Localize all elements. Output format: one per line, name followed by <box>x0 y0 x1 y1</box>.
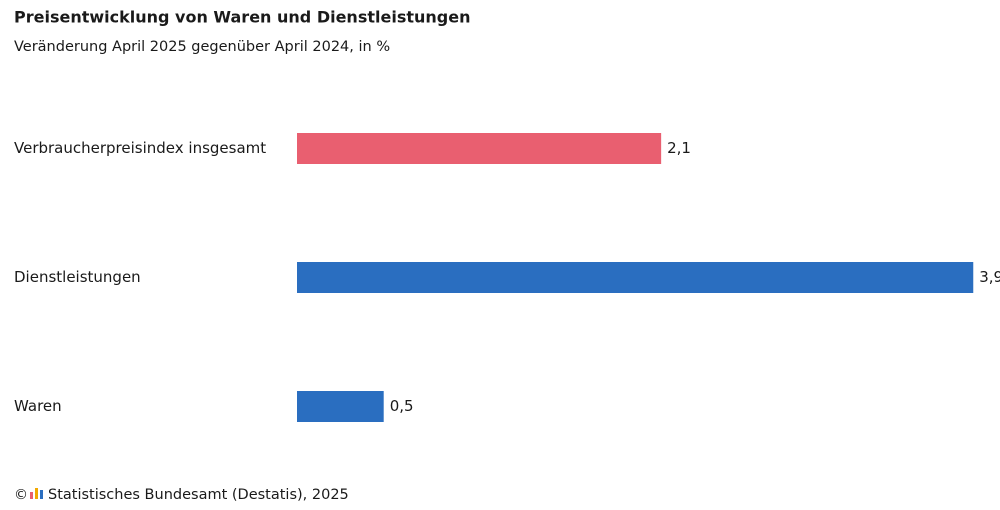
chart-subtitle: Veränderung April 2025 gegenüber April 2… <box>14 39 390 55</box>
bar <box>297 391 384 422</box>
bar <box>297 262 974 293</box>
value-label: 0,5 <box>390 397 414 415</box>
value-label: 2,1 <box>667 139 691 157</box>
category-label: Dienstleistungen <box>14 268 141 286</box>
value-label: 3,9 <box>979 268 1000 286</box>
category-label: Verbraucherpreisindex insgesamt <box>14 139 266 157</box>
source: Statistisches Bundesamt (Destatis), 2025 <box>48 487 349 503</box>
logo-icon <box>30 488 43 499</box>
copyright: © <box>14 487 28 503</box>
chart-title: Preisentwicklung von Waren und Dienstlei… <box>14 8 470 27</box>
category-label: Waren <box>14 397 62 415</box>
bar <box>297 133 662 164</box>
